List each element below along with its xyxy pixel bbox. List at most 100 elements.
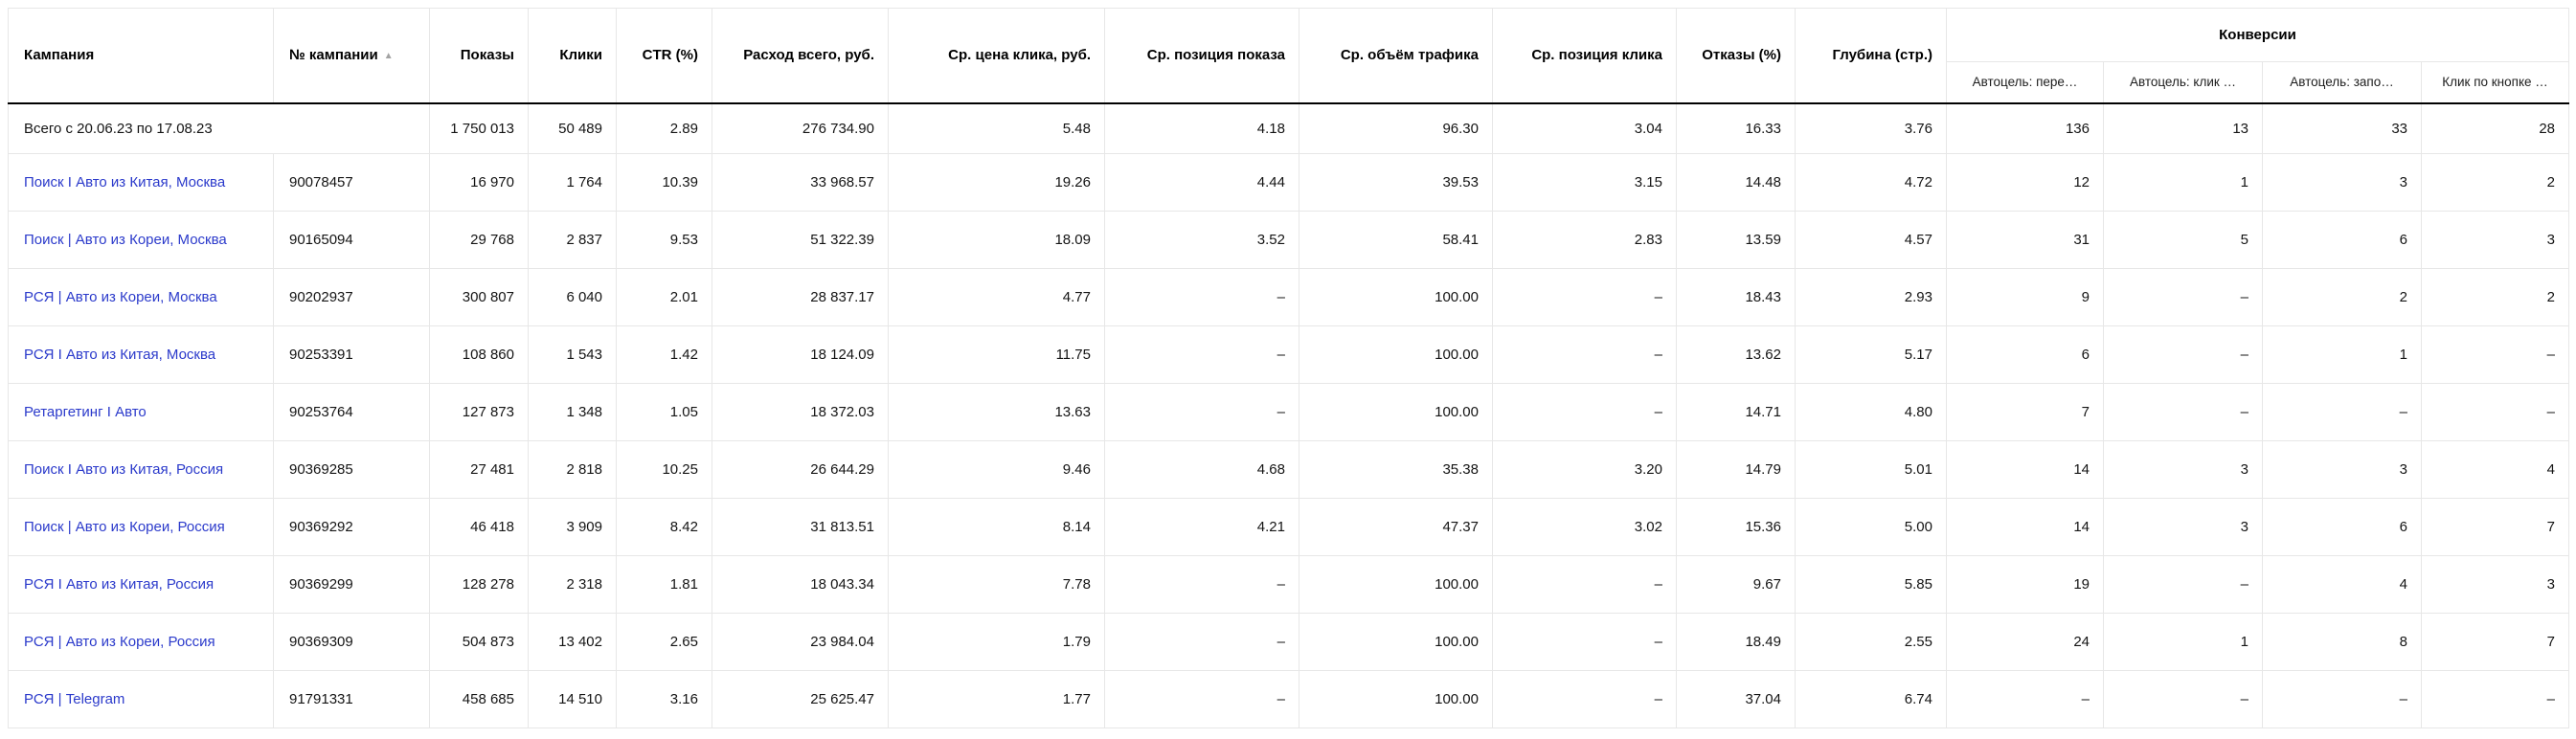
column-header-avg-click-position[interactable]: Ср. позиция клика	[1492, 8, 1677, 104]
avg-click-position-cell: 2.83	[1492, 211, 1677, 269]
depth-cell: 5.01	[1795, 440, 1947, 499]
column-header-impressions[interactable]: Показы	[429, 8, 529, 104]
column-header-ctr[interactable]: CTR (%)	[616, 8, 712, 104]
campaign-cell: РСЯ I Авто из Китая, Москва	[8, 325, 274, 384]
ctr-cell: 3.16	[616, 670, 712, 728]
avg-click-position-cell: –	[1492, 268, 1677, 326]
campaign-id-cell: 90369309	[273, 613, 430, 671]
conversion-1-cell: 19	[1946, 555, 2104, 614]
clicks-cell: 1 543	[528, 325, 617, 384]
avg-traffic-volume-cell: 100.00	[1299, 383, 1493, 441]
column-header-avg-show-position[interactable]: Ср. позиция показа	[1104, 8, 1299, 104]
campaign-link[interactable]: РСЯ I Авто из Китая, Россия	[24, 576, 215, 593]
avg-show-position-cell: 4.44	[1104, 153, 1299, 212]
table-row: Поиск | Авто из Кореи, Россия 90369292 46 …	[8, 498, 2570, 556]
avg-cpc-cell: 19.26	[888, 153, 1105, 212]
campaign-link[interactable]: Поиск I Авто из Китая, Россия	[24, 461, 224, 478]
bounce-rate-cell: 9.67	[1676, 555, 1796, 614]
table-body: Поиск I Авто из Китая, Москва 90078457 16 …	[8, 153, 2570, 728]
column-header-clicks[interactable]: Клики	[528, 8, 617, 104]
conversion-3-cell: –	[2262, 670, 2422, 728]
conversion-2-cell: –	[2103, 670, 2263, 728]
table-row: Поиск | Авто из Кореи, Москва 90165094 29 …	[8, 211, 2570, 269]
depth-cell: 6.74	[1795, 670, 1947, 728]
conversion-3-cell: 4	[2262, 555, 2422, 614]
campaign-cell: РСЯ | Telegram	[8, 670, 274, 728]
conversion-4-cell: 7	[2420, 498, 2570, 556]
column-header-cost[interactable]: Расход всего, руб.	[712, 8, 889, 104]
campaign-link[interactable]: Поиск | Авто из Кореи, Россия	[24, 519, 225, 535]
campaign-link[interactable]: РСЯ | Авто из Кореи, Москва	[24, 289, 217, 305]
conversion-2-cell: 1	[2103, 153, 2263, 212]
column-header-avg-cpc[interactable]: Ср. цена клика, руб.	[888, 8, 1105, 104]
table-row: Поиск I Авто из Китая, Россия 90369285 27 …	[8, 440, 2570, 499]
campaign-link[interactable]: Поиск | Авто из Кореи, Москва	[24, 232, 227, 248]
clicks-cell: 13 402	[528, 613, 617, 671]
avg-click-position-cell: 3.02	[1492, 498, 1677, 556]
campaign-link[interactable]: РСЯ I Авто из Китая, Москва	[24, 347, 216, 363]
campaign-link[interactable]: Ретаргетинг I Авто	[24, 404, 147, 420]
avg-show-position-cell: 4.68	[1104, 440, 1299, 499]
avg-show-position-cell: –	[1104, 613, 1299, 671]
column-header-conversion-4[interactable]: Клик по кнопке …	[2420, 61, 2570, 104]
totals-avg-traffic-volume: 96.30	[1299, 102, 1493, 154]
ctr-cell: 2.65	[616, 613, 712, 671]
avg-traffic-volume-cell: 35.38	[1299, 440, 1493, 499]
conversion-3-cell: 1	[2262, 325, 2422, 384]
campaign-id-cell: 90369285	[273, 440, 430, 499]
clicks-cell: 2 837	[528, 211, 617, 269]
avg-click-position-cell: –	[1492, 613, 1677, 671]
campaign-link[interactable]: РСЯ | Telegram	[24, 691, 125, 707]
avg-cpc-cell: 4.77	[888, 268, 1105, 326]
column-header-avg-traffic-volume[interactable]: Ср. объём трафика	[1299, 8, 1493, 104]
avg-traffic-volume-cell: 47.37	[1299, 498, 1493, 556]
table-row: Ретаргетинг I Авто 90253764 127 873 1 348 1.…	[8, 383, 2570, 441]
column-header-bounce-rate[interactable]: Отказы (%)	[1676, 8, 1796, 104]
conversion-1-cell: 14	[1946, 498, 2104, 556]
campaign-id-cell: 90369299	[273, 555, 430, 614]
campaign-id-cell: 90202937	[273, 268, 430, 326]
depth-cell: 4.72	[1795, 153, 1947, 212]
conversion-1-cell: 31	[1946, 211, 2104, 269]
avg-show-position-cell: –	[1104, 555, 1299, 614]
bounce-rate-cell: 14.79	[1676, 440, 1796, 499]
column-header-depth[interactable]: Глубина (стр.)	[1795, 8, 1947, 104]
totals-cost: 276 734.90	[712, 102, 889, 154]
campaign-link[interactable]: Поиск I Авто из Китая, Москва	[24, 174, 226, 190]
ctr-cell: 1.42	[616, 325, 712, 384]
avg-show-position-cell: –	[1104, 268, 1299, 326]
campaign-id-cell: 90253391	[273, 325, 430, 384]
column-header-conversion-2[interactable]: Автоцель: клик …	[2103, 61, 2263, 104]
totals-conversion-1: 136	[1946, 102, 2104, 154]
campaign-id-cell: 90369292	[273, 498, 430, 556]
campaign-link[interactable]: РСЯ | Авто из Кореи, Россия	[24, 634, 215, 650]
avg-show-position-cell: –	[1104, 670, 1299, 728]
sort-ascending-icon[interactable]: ▲	[383, 51, 394, 62]
conversion-2-cell: 3	[2103, 498, 2263, 556]
avg-cpc-cell: 9.46	[888, 440, 1105, 499]
ctr-cell: 1.05	[616, 383, 712, 441]
table-row: Поиск I Авто из Китая, Москва 90078457 16 …	[8, 153, 2570, 212]
conversion-4-cell: –	[2420, 383, 2570, 441]
ctr-cell: 10.39	[616, 153, 712, 212]
column-header-conversion-3[interactable]: Автоцель: запо…	[2262, 61, 2422, 104]
conversion-2-cell: 5	[2103, 211, 2263, 269]
conversion-2-cell: –	[2103, 555, 2263, 614]
impressions-cell: 29 768	[429, 211, 529, 269]
column-header-conversion-1[interactable]: Автоцель: пере…	[1946, 61, 2104, 104]
ctr-cell: 10.25	[616, 440, 712, 499]
cost-cell: 18 372.03	[712, 383, 889, 441]
avg-traffic-volume-cell: 39.53	[1299, 153, 1493, 212]
impressions-cell: 16 970	[429, 153, 529, 212]
column-header-campaign[interactable]: Кампания	[8, 8, 274, 104]
campaign-cell: Поиск | Авто из Кореи, Россия	[8, 498, 274, 556]
depth-cell: 4.57	[1795, 211, 1947, 269]
totals-avg-show-position: 4.18	[1104, 102, 1299, 154]
depth-cell: 4.80	[1795, 383, 1947, 441]
column-header-campaign-id[interactable]: № кампании ▲	[273, 8, 430, 104]
avg-traffic-volume-cell: 58.41	[1299, 211, 1493, 269]
header-row-conversions: Автоцель: пере… Автоцель: клик … Автоцел…	[9, 61, 2570, 104]
totals-row: Всего с 20.06.23 по 17.08.23 1 750 013 5…	[8, 102, 2570, 154]
avg-cpc-cell: 1.79	[888, 613, 1105, 671]
conversion-3-cell: 2	[2262, 268, 2422, 326]
